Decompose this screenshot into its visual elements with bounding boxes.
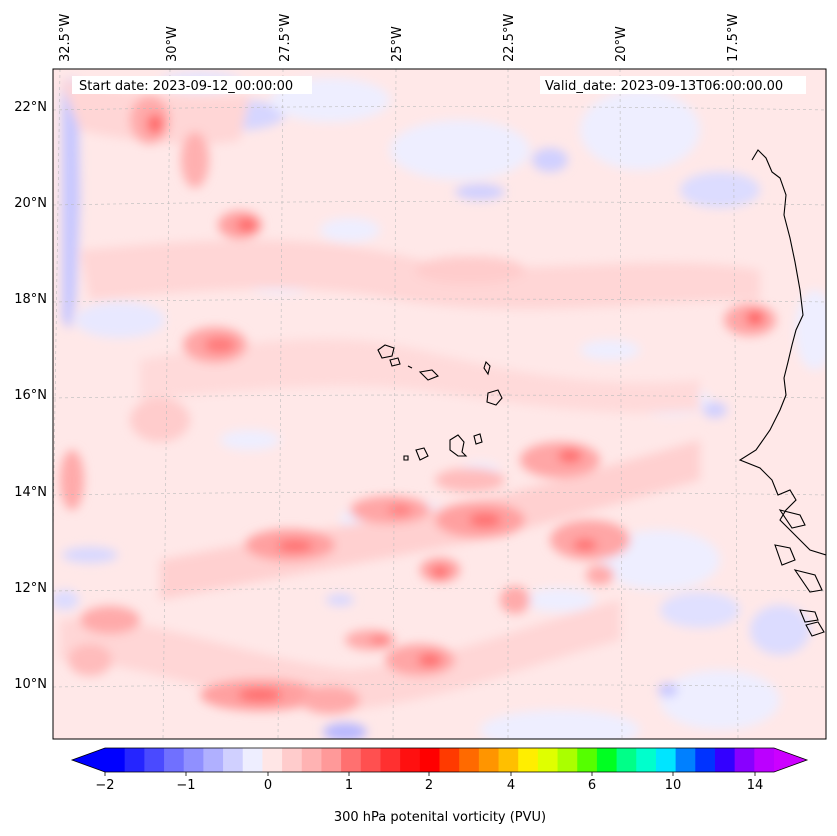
colorbar-cell xyxy=(400,748,421,772)
colorbar-cell xyxy=(695,748,716,772)
colorbar-tick-label: 0 xyxy=(264,778,272,793)
colorbar-cell xyxy=(380,748,401,772)
colorbar-cell xyxy=(675,748,696,772)
colorbar-cell xyxy=(301,748,323,772)
colorbar-cell xyxy=(518,748,539,772)
colorbar-cell xyxy=(616,748,637,772)
lon-label: 17.5°W xyxy=(726,14,741,62)
latitude-labels: 22°N 20°N 18°N 16°N 14°N 12°N 10°N xyxy=(14,100,47,692)
longitude-labels: 32.5°W 30°W 27.5°W 25°W 22.5°W 20°W 17.5… xyxy=(58,14,741,62)
colorbar-tick-label: 2 xyxy=(425,778,433,793)
colorbar-tick-label: −2 xyxy=(95,778,114,793)
lat-label: 16°N xyxy=(14,388,47,403)
colorbar-cell xyxy=(360,748,382,772)
start-date-box xyxy=(72,76,312,94)
start-date-label: Start date: 2023-09-12_00:00:00 xyxy=(79,79,293,94)
colorbar-cell xyxy=(714,748,736,772)
colorbar-tick-label: 14 xyxy=(747,778,764,793)
colorbar-tick-label: 1 xyxy=(345,778,353,793)
colorbar-cell xyxy=(596,748,618,772)
colorbar-cell xyxy=(203,748,224,772)
colorbar-tick-label: −1 xyxy=(176,778,195,793)
colorbar-cell xyxy=(439,748,460,772)
colorbar-over-arrow xyxy=(774,748,807,772)
colorbar: −2 −1 0 1 2 4 6 10 14 xyxy=(70,747,809,793)
colorbar-cell xyxy=(498,748,519,772)
coastline xyxy=(377,149,826,637)
lon-label: 20°W xyxy=(614,26,629,62)
colorbar-cell xyxy=(459,748,480,772)
pv-field xyxy=(53,69,826,739)
lon-label: 27.5°W xyxy=(278,14,293,62)
lon-label: 25°W xyxy=(390,26,405,62)
colorbar-cell xyxy=(478,748,500,772)
colorbar-cell xyxy=(242,748,264,772)
lat-label: 14°N xyxy=(14,485,47,500)
colorbar-cell xyxy=(282,748,303,772)
colorbar-cell xyxy=(557,748,578,772)
lon-label: 32.5°W xyxy=(58,14,73,62)
colorbar-cell xyxy=(105,748,126,772)
colorbar-under-arrow xyxy=(72,748,105,772)
lat-label: 22°N xyxy=(14,100,47,115)
colorbar-cell xyxy=(419,748,441,772)
colorbar-cell xyxy=(636,748,657,772)
colorbar-tick-label: 6 xyxy=(588,778,596,793)
colorbar-cell xyxy=(341,748,362,772)
colorbar-cell xyxy=(537,748,559,772)
graticule xyxy=(53,69,826,739)
colorbar-cell xyxy=(223,748,244,772)
colorbar-label: 300 hPa potenital vorticity (PVU) xyxy=(334,810,546,825)
colorbar-cell xyxy=(734,748,755,772)
colorbar-tick-label: 10 xyxy=(665,778,682,793)
lon-label: 30°W xyxy=(165,26,180,62)
colorbar-tick-label: 4 xyxy=(507,778,515,793)
colorbar-cell xyxy=(183,748,204,772)
map-frame xyxy=(52,68,827,740)
colorbar-cell xyxy=(124,748,145,772)
colorbar-cell xyxy=(164,748,185,772)
colorbar-cell xyxy=(577,748,598,772)
colorbar-cell xyxy=(144,748,165,772)
colorbar-cell xyxy=(321,748,342,772)
colorbar-cell xyxy=(754,748,775,772)
valid-date-box xyxy=(540,76,806,94)
colorbar-cell xyxy=(262,748,283,772)
lon-label: 22.5°W xyxy=(502,14,517,62)
lat-label: 10°N xyxy=(14,677,47,692)
lat-label: 20°N xyxy=(14,196,47,211)
valid-date-label: Valid_date: 2023-09-13T06:00:00.00 xyxy=(545,79,783,94)
lat-label: 18°N xyxy=(14,292,47,307)
lat-label: 12°N xyxy=(14,581,47,596)
colorbar-cell xyxy=(655,748,677,772)
